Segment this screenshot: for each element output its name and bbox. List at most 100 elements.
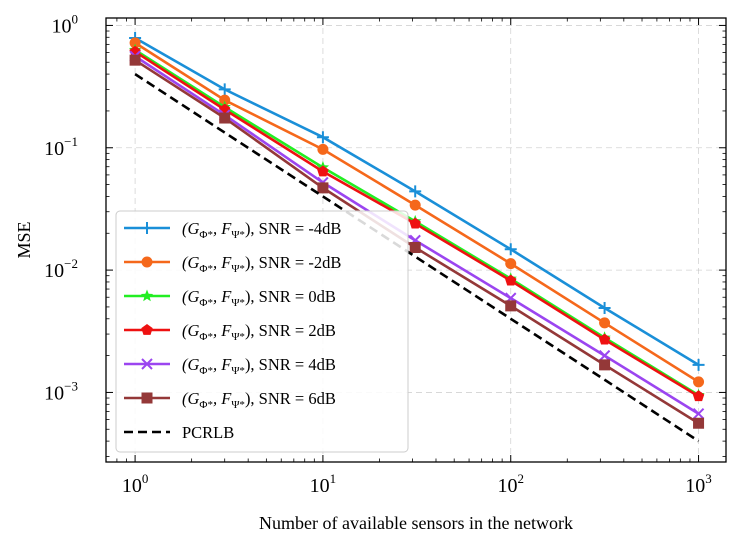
legend-mid: , F: [213, 389, 232, 408]
data-point: [692, 408, 705, 420]
legend-marker: [141, 358, 153, 370]
legend-suffix: ), SNR = -4dB: [245, 219, 341, 238]
legend-label: (GΦ*, FΨ*), SNR = 2dB: [182, 321, 336, 343]
data-point: [692, 390, 705, 402]
legend-suffix: PCRLB: [182, 423, 234, 442]
x-tick-label: 101: [310, 471, 337, 497]
legend-label: (GΦ*, FΨ*), SNR = -2dB: [182, 253, 341, 275]
data-point: [599, 317, 611, 329]
legend-suffix: ), SNR = 0dB: [245, 287, 336, 306]
y-tick-exp: −1: [64, 134, 78, 149]
data-point: [599, 359, 611, 371]
legend-sub2: Ψ*: [231, 365, 245, 377]
legend-marker: [141, 324, 153, 335]
legend-label: (GΦ*, FΨ*), SNR = -4dB: [182, 219, 341, 241]
series-1: [129, 37, 705, 388]
legend-sub2: Ψ*: [231, 229, 245, 241]
legend-suffix: ), SNR = 6dB: [245, 389, 336, 408]
legend-sub1: Φ*: [199, 331, 213, 343]
series-layer: [128, 31, 705, 443]
legend-suffix: ), SNR = -2dB: [245, 253, 341, 272]
data-point: [505, 258, 517, 270]
series-line: [134, 73, 700, 443]
legend: (GΦ*, FΨ*), SNR = -4dB(GΦ*, FΨ*), SNR = …: [115, 210, 409, 453]
data-point: [219, 94, 231, 106]
y-tick-label: 100: [52, 11, 79, 37]
axis-ticks: [105, 18, 726, 462]
legend-sub2: Ψ*: [231, 331, 245, 343]
data-point: [409, 217, 421, 229]
plot-frame: [105, 17, 727, 463]
data-point: [692, 358, 705, 371]
y-tick-base: 10: [52, 15, 72, 37]
legend-item: PCRLB: [124, 423, 234, 442]
legend-item: (GΦ*, FΨ*), SNR = -4dB: [124, 219, 341, 241]
legend-item: (GΦ*, FΨ*), SNR = 6dB: [124, 389, 336, 411]
data-point: [129, 37, 141, 49]
data-point: [317, 182, 329, 194]
x-tick-base: 10: [685, 475, 705, 497]
legend-suffix: ), SNR = 2dB: [245, 321, 336, 340]
x-tick-base: 10: [497, 475, 517, 497]
legend-prefix: (G: [182, 321, 199, 340]
data-point: [504, 243, 517, 256]
legend-mid: , F: [213, 287, 232, 306]
legend-sub1: Φ*: [199, 263, 213, 275]
y-tick-base: 10: [44, 382, 64, 404]
legend-label: (GΦ*, FΨ*), SNR = 6dB: [182, 389, 336, 411]
legend-sub1: Φ*: [199, 229, 213, 241]
data-point: [129, 54, 141, 66]
legend-marker: [141, 256, 153, 268]
legend-mid: , F: [213, 219, 232, 238]
data-point: [316, 131, 329, 144]
legend-sub1: Φ*: [199, 365, 213, 377]
data-point: [218, 83, 231, 96]
data-point: [409, 242, 421, 254]
legend-sub1: Φ*: [199, 297, 213, 309]
series-5: [129, 54, 705, 429]
legend-label: (GΦ*, FΨ*), SNR = 4dB: [182, 355, 336, 377]
legend-marker: [141, 392, 153, 404]
legend-item: (GΦ*, FΨ*), SNR = 2dB: [124, 321, 336, 343]
data-point: [598, 333, 611, 345]
y-tick-label: 10−2: [44, 256, 78, 282]
legend-prefix: (G: [182, 287, 199, 306]
legend-mid: , F: [213, 355, 232, 374]
y-tick-base: 10: [44, 260, 64, 282]
legend-marker: [141, 222, 153, 234]
series-0: [129, 31, 705, 371]
legend-marker: [140, 289, 154, 302]
legend-prefix: (G: [182, 219, 199, 238]
legend-suffix: ), SNR = 4dB: [245, 355, 336, 374]
y-tick-exp: −2: [64, 256, 78, 271]
x-tick-label: 102: [497, 471, 523, 497]
data-point: [219, 112, 231, 124]
legend-mid: , F: [213, 321, 232, 340]
x-tick-exp: 1: [330, 471, 337, 486]
legend-sub1: Φ*: [199, 399, 213, 411]
data-point: [317, 165, 329, 177]
data-point: [693, 376, 705, 388]
x-tick-exp: 2: [517, 471, 524, 486]
y-tick-exp: −3: [64, 378, 78, 393]
data-point: [409, 185, 422, 198]
y-tick-label: 10−3: [44, 378, 78, 404]
y-tick-label: 10−1: [44, 134, 78, 160]
legend-prefix: (G: [182, 355, 199, 374]
x-tick-base: 10: [310, 475, 330, 497]
x-tick-label: 103: [685, 471, 712, 497]
data-point: [409, 199, 421, 211]
legend-label: PCRLB: [182, 423, 234, 442]
data-point: [505, 274, 517, 286]
x-tick-exp: 0: [142, 471, 149, 486]
x-tick-label: 100: [122, 471, 149, 497]
data-point: [693, 417, 705, 429]
legend-prefix: (G: [182, 389, 199, 408]
data-point: [317, 143, 329, 155]
series-6: [134, 73, 700, 443]
x-tick-base: 10: [122, 475, 142, 497]
legend-sub2: Ψ*: [231, 297, 245, 309]
legend-item: (GΦ*, FΨ*), SNR = 0dB: [124, 287, 336, 309]
legend-item: (GΦ*, FΨ*), SNR = -2dB: [124, 253, 341, 275]
